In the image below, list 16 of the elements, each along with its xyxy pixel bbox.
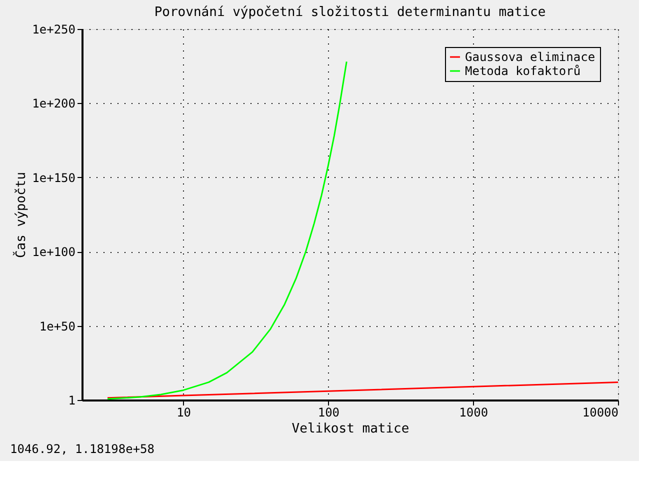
x-tick-label: 10 [176, 406, 192, 420]
legend-label: Gaussova eliminace [465, 50, 596, 64]
x-tick-label: 1000 [459, 406, 488, 420]
y-tick-label: 1 [68, 394, 76, 408]
y-tick-label: 1e+250 [32, 22, 76, 36]
chart-title: Porovnání výpočetní složitosti determinantu matice [154, 5, 546, 20]
y-tick-label: 1e+100 [32, 245, 76, 260]
x-tick-label: 100 [318, 406, 340, 420]
y-axis-title: Čas výpočtu [12, 172, 30, 258]
y-tick-label: 1e+50 [39, 319, 76, 334]
text: 1046.92, 1.18198e+58 [10, 442, 154, 456]
legend-label: Metoda kofaktorů [465, 64, 581, 78]
x-axis-title: Velikost matice [292, 422, 410, 436]
x-tick-label: 10000 [582, 406, 618, 420]
y-tick-label: 1e+150 [32, 170, 76, 185]
y-tick-label: 1e+200 [32, 96, 76, 111]
